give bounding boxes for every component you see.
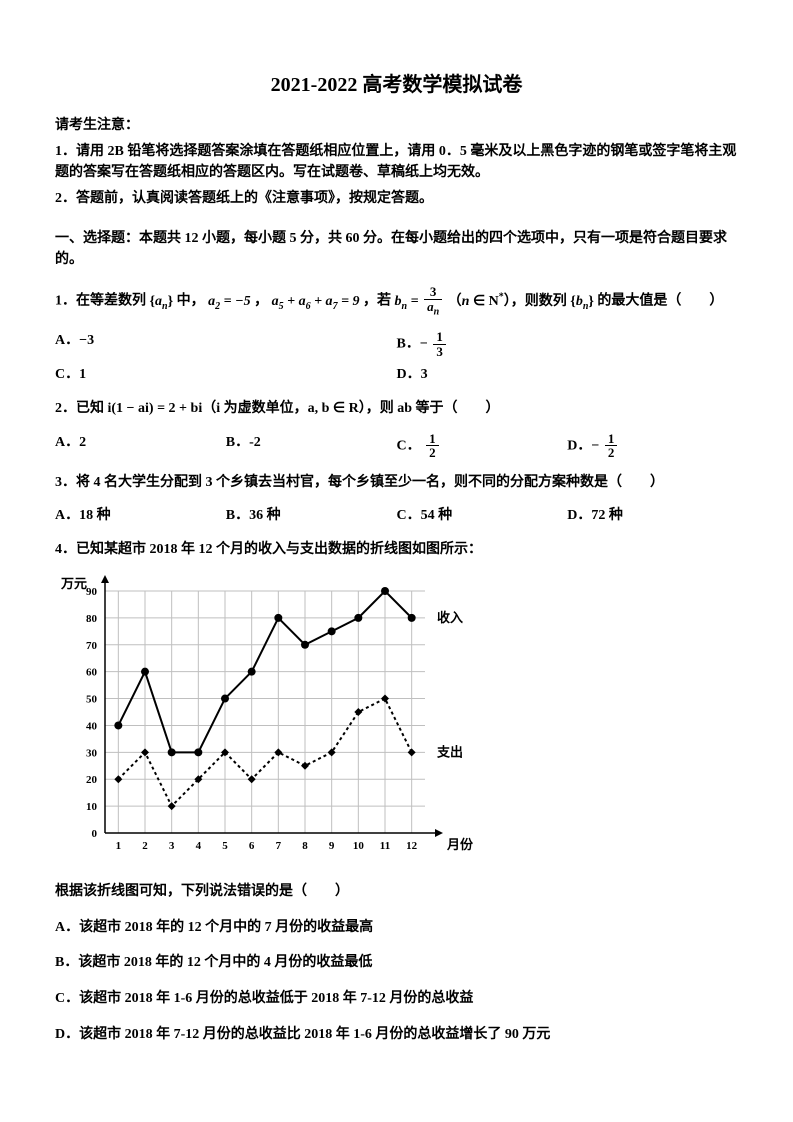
q4-opt-a: A．该超市 2018 年的 12 个月中的 7 月份的收益最高	[55, 917, 738, 939]
q3-opt-b: B．36 种	[226, 505, 397, 527]
q2-A-val: 2	[79, 435, 86, 450]
q2-B-val: -2	[249, 435, 261, 450]
q4-opt-c: C．该超市 2018 年 1-6 月份的总收益低于 2018 年 7-12 月份…	[55, 988, 738, 1010]
question-4: 4．已知某超市 2018 年 12 个月的收入与支出数据的折线图如图所示：	[55, 539, 738, 561]
svg-text:30: 30	[86, 747, 98, 759]
q1-opt-a: A．−3	[55, 330, 397, 358]
q1-sum: a5 + a6 + a7 = 9	[272, 294, 360, 309]
notice-1: 1．请用 2B 铅笔将选择题答案涂填在答题纸相应位置上，请用 0．5 毫米及以上…	[55, 141, 738, 184]
q1-B-num: 1	[433, 330, 446, 345]
q1-D-val: 3	[421, 367, 428, 382]
q1-tail: 的最大值是（ ）	[597, 294, 723, 309]
q2-D-den: 2	[605, 446, 618, 460]
q1-A-lbl: A．	[55, 333, 79, 348]
q2-C-lbl: C．	[397, 438, 421, 453]
svg-text:70: 70	[86, 640, 98, 652]
q2-C-num: 1	[426, 432, 439, 447]
q1-opt-c: C．1	[55, 364, 397, 386]
q4-opt-d: D．该超市 2018 年 7-12 月份的总收益比 2018 年 1-6 月份的…	[55, 1024, 738, 1046]
q1-D-lbl: D．	[397, 367, 421, 382]
svg-text:10: 10	[86, 801, 98, 813]
svg-text:6: 6	[249, 840, 255, 852]
svg-text:50: 50	[86, 693, 98, 705]
svg-text:8: 8	[302, 840, 308, 852]
q1-opt-d: D．3	[397, 364, 739, 386]
line-chart-svg: 0102030405060708090123456789101112万元月份收入…	[55, 573, 485, 863]
q4-post: 根据该折线图可知，下列说法错误的是（ ） A．该超市 2018 年的 12 个月…	[55, 881, 738, 1045]
svg-text:收入: 收入	[437, 610, 463, 625]
section-1-head: 一、选择题：本题共 12 小题，每小题 5 分，共 60 分。在每小题给出的四个…	[55, 228, 738, 271]
q2-opt-a: A．2	[55, 432, 226, 460]
q1-B-sign: −	[420, 336, 428, 351]
page-title: 2021-2022 高考数学模拟试卷	[55, 70, 738, 101]
q3-opt-d: D．72 种	[567, 505, 738, 527]
q2-A-lbl: A．	[55, 435, 79, 450]
q1-seq-a: an	[150, 294, 174, 309]
svg-text:万元: 万元	[60, 576, 87, 591]
question-2: 2．已知 i(1 − ai) = 2 + bi（i 为虚数单位，a, b ∈ R…	[55, 398, 738, 420]
svg-text:4: 4	[196, 840, 202, 852]
q4-chart: 0102030405060708090123456789101112万元月份收入…	[55, 573, 738, 863]
svg-text:40: 40	[86, 720, 98, 732]
q2-opt-b: B．-2	[226, 432, 397, 460]
q1-B-frac: 1 3	[433, 330, 446, 358]
q1-C-val: 1	[79, 367, 86, 382]
q2-C-frac: 1 2	[426, 432, 439, 460]
q1-bneq: bn =	[395, 294, 423, 309]
q2-D-sign: −	[591, 438, 599, 453]
svg-text:7: 7	[276, 840, 282, 852]
question-3: 3．将 4 名大学生分配到 3 个乡镇去当村官，每个乡镇至少一名，则不同的分配方…	[55, 472, 738, 494]
q1-pre: 1．在等差数列	[55, 294, 146, 309]
q2-D-num: 1	[605, 432, 618, 447]
q4-opt-b: B．该超市 2018 年的 12 个月中的 4 月份的收益最低	[55, 952, 738, 974]
q1-opt-b: B．− 1 3	[397, 330, 739, 358]
q3-opt-c: C．54 种	[397, 505, 568, 527]
exam-page: 2021-2022 高考数学模拟试卷 请考生注意： 1．请用 2B 铅笔将选择题…	[0, 0, 793, 1122]
svg-text:10: 10	[353, 840, 365, 852]
q3-opt-a: A．18 种	[55, 505, 226, 527]
q1-frac-num: 3	[424, 285, 442, 300]
q1-comma1: ，	[254, 294, 268, 309]
q1-options-row2: C．1 D．3	[55, 364, 738, 386]
svg-text:2: 2	[142, 840, 148, 852]
q1-mid2: ，若	[363, 294, 395, 309]
svg-text:支出: 支出	[436, 744, 463, 759]
notice-head: 请考生注意：	[55, 115, 738, 137]
q1-a2: a2 = −5	[208, 294, 250, 309]
q2-D-lbl: D．	[567, 438, 591, 453]
svg-text:3: 3	[169, 840, 175, 852]
q2-opt-d: D．− 1 2	[567, 432, 738, 460]
notice-2: 2．答题前，认真阅读答题纸上的《注意事项》，按规定答题。	[55, 188, 738, 210]
svg-text:80: 80	[86, 613, 98, 625]
q1-options-row1: A．−3 B．− 1 3	[55, 330, 738, 358]
q1-mid1: 中，	[177, 294, 205, 309]
q3-options: A．18 种 B．36 种 C．54 种 D．72 种	[55, 505, 738, 527]
q1-cond: （n ∈ N*），则数列	[448, 294, 567, 309]
q1-B-lbl: B．	[397, 336, 420, 351]
q2-options: A．2 B．-2 C． 1 2 D．− 1 2	[55, 432, 738, 460]
svg-text:60: 60	[86, 667, 98, 679]
svg-text:1: 1	[116, 840, 122, 852]
svg-text:11: 11	[380, 840, 390, 852]
svg-text:月份: 月份	[446, 837, 474, 852]
q1-C-lbl: C．	[55, 367, 79, 382]
q1-A-val: −3	[79, 333, 94, 348]
q2-C-den: 2	[426, 446, 439, 460]
q1-seq-b: bn	[570, 294, 594, 309]
q2-opt-c: C． 1 2	[397, 432, 568, 460]
svg-text:0: 0	[92, 828, 98, 840]
question-1: 1．在等差数列 an 中， a2 = −5 ， a5 + a6 + a7 = 9…	[55, 285, 738, 318]
svg-text:9: 9	[329, 840, 335, 852]
svg-text:90: 90	[86, 586, 98, 598]
q1-frac-den: an	[424, 300, 442, 318]
q1-B-den: 3	[433, 345, 446, 359]
svg-text:12: 12	[406, 840, 418, 852]
q2-B-lbl: B．	[226, 435, 249, 450]
q4-post-text: 根据该折线图可知，下列说法错误的是（ ）	[55, 881, 738, 903]
q1-frac: 3 an	[424, 285, 442, 318]
svg-text:20: 20	[86, 774, 98, 786]
q2-D-frac: 1 2	[605, 432, 618, 460]
svg-text:5: 5	[222, 840, 228, 852]
